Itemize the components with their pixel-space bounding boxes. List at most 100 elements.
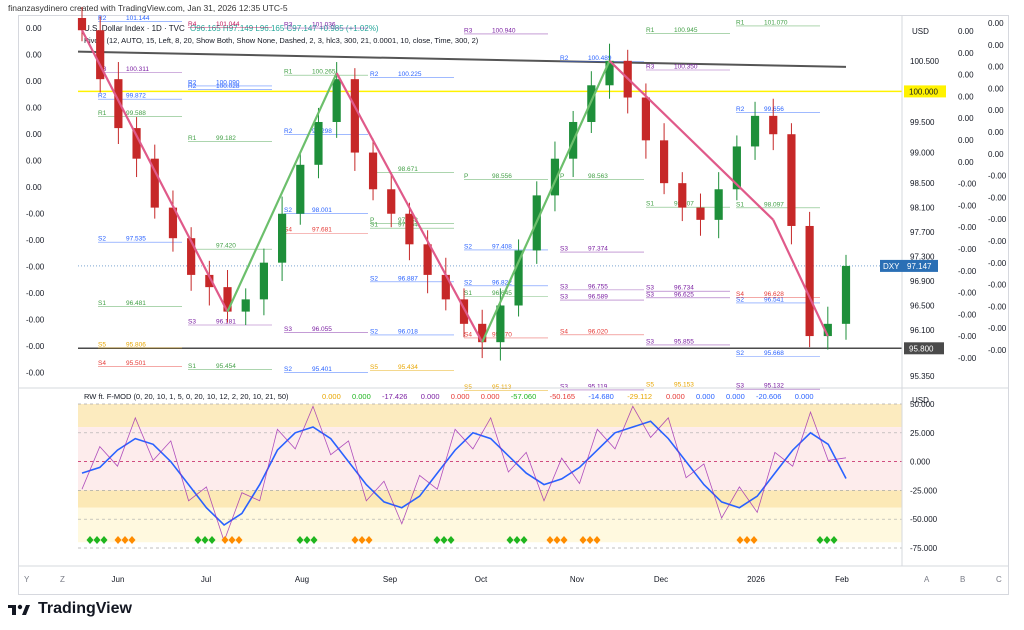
osc-signal-marker (433, 536, 441, 544)
pivot-level-value: 100.945 (674, 27, 698, 34)
pivot-level-name: S1 (370, 222, 378, 229)
right-outer-axis-label-2: -0.00 (988, 324, 1007, 333)
pivot-level-name: R3 (464, 27, 473, 34)
right-outer-axis-label: 0.00 (958, 114, 974, 123)
pivot-level-name: S2 (284, 366, 292, 373)
right-outer-axis-label-2: 0.00 (988, 106, 1004, 115)
osc-signal-marker (553, 536, 561, 544)
pivot-level-name: R2 (188, 79, 197, 86)
osc-signal-marker (128, 536, 136, 544)
pivot-level-value: 96.020 (588, 328, 608, 335)
osc-signal-marker (303, 536, 311, 544)
right-outer-axis-label: -0.00 (958, 354, 977, 363)
candle-body (841, 265, 851, 324)
oscillator-value: -57.060 (511, 392, 536, 401)
time-axis-label: Sep (383, 575, 398, 584)
right-outer-axis-label-2: -0.00 (988, 237, 1007, 246)
candle-body (296, 164, 305, 214)
dxy-price-tag (904, 259, 938, 272)
oscillator-value: -50.165 (550, 392, 575, 401)
pivot-level-name: S5 (98, 341, 106, 348)
pivot-level-value: 100.311 (126, 66, 149, 73)
candle-body (241, 299, 250, 312)
candle-body (750, 115, 760, 147)
pivot-level-name: S3 (646, 285, 654, 292)
pivots-indicator-label: Pivots (12, AUTO, 15, Left, 8, 20, Show … (84, 36, 479, 45)
price-axis-label: 98.500 (910, 179, 935, 188)
pivot-level-value: 101.070 (764, 19, 788, 26)
pivot-level-value: 96.645 (492, 290, 512, 297)
pivot-level-name: S2 (370, 275, 378, 282)
left-axis-label: -0.00 (26, 210, 45, 219)
right-outer-axis-label-2: 0.00 (988, 41, 1004, 50)
level-95-8-text: 95.800 (909, 344, 934, 353)
pivot-level-value: 96.755 (588, 283, 608, 290)
osc-signal-marker (310, 536, 318, 544)
created-by-text: finanzasydinero created with TradingView… (8, 3, 288, 13)
time-axis-label: 2026 (747, 575, 765, 584)
pivot-level-name: S4 (560, 328, 568, 335)
price-axis-label: 99.500 (910, 118, 935, 127)
right-outer-axis-label-2: 0.00 (988, 19, 1004, 28)
pivot-level-value: 97.681 (312, 227, 332, 234)
pivot-level-name: S2 (98, 236, 106, 243)
pivot-level-value: 95.401 (312, 366, 332, 373)
osc-axis-label: -75.000 (910, 544, 938, 553)
candle-body (805, 225, 814, 337)
osc-lower-zone (78, 507, 902, 543)
oscillator-value: 0.000 (481, 392, 500, 401)
osc-signal-marker (520, 536, 528, 544)
candle-body (660, 140, 669, 184)
pivot-level-name: S1 (188, 363, 196, 370)
pivot-level-name: R1 (188, 135, 197, 142)
pivot-level-name: S3 (646, 338, 654, 345)
axis-mode-button: A (924, 575, 930, 584)
pivot-level-name: S2 (284, 207, 292, 214)
pivot-level-value: 96.541 (764, 296, 784, 303)
right-outer-axis-label: -0.00 (958, 310, 977, 319)
pivot-level-name: S1 (646, 201, 654, 208)
pivot-level-name: R3 (284, 22, 293, 29)
osc-signal-marker (201, 536, 209, 544)
pivot-level-value: 95.113 (492, 384, 512, 391)
osc-signal-marker (743, 536, 751, 544)
osc-signal-marker (586, 536, 594, 544)
osc-currency-label: USD (912, 396, 929, 405)
pivot-level-value: 96.055 (312, 326, 332, 333)
tradingview-logo[interactable]: TradingView (8, 600, 132, 618)
pivot-level-value: 98.097 (764, 201, 784, 208)
right-outer-axis-label-2: -0.00 (988, 346, 1007, 355)
osc-signal-marker (93, 536, 101, 544)
pivot-level-value: 99.588 (126, 110, 146, 117)
osc-signal-marker (358, 536, 366, 544)
oscillator-value: 0.000 (322, 392, 341, 401)
pivot-level-name: S2 (464, 279, 472, 286)
pivot-level-name: S3 (284, 326, 292, 333)
oscillator-value: -20.606 (756, 392, 781, 401)
osc-signal-marker (579, 536, 587, 544)
oscillator-value: 0.000 (726, 392, 745, 401)
right-outer-axis-label-2: -0.00 (988, 259, 1007, 268)
pivot-level-name: S4 (736, 291, 744, 298)
oscillator-value: -14.680 (588, 392, 613, 401)
dxy-price-text: 97.147 (907, 262, 932, 271)
osc-signal-marker (296, 536, 304, 544)
candle-body (514, 250, 523, 306)
pivot-level-value: 95.454 (216, 363, 236, 370)
candle-body (368, 152, 378, 190)
left-axis-label: -0.00 (26, 236, 45, 245)
pivot-level-value: 96.734 (674, 285, 694, 292)
candle-body (605, 60, 614, 86)
right-outer-axis-label-2: -0.00 (988, 215, 1007, 224)
pivot-level-value: 96.822 (492, 279, 512, 286)
candle-body (77, 18, 87, 31)
time-axis-label: Dec (654, 575, 668, 584)
left-axis-label: -0.00 (26, 263, 45, 272)
candle-body (223, 287, 232, 312)
oscillator-value: -17.426 (382, 392, 407, 401)
pivot-level-name: P (560, 173, 564, 180)
pivot-level-name: S2 (736, 296, 744, 303)
osc-signal-marker (121, 536, 129, 544)
pivot-level-value: 99.872 (126, 93, 146, 100)
